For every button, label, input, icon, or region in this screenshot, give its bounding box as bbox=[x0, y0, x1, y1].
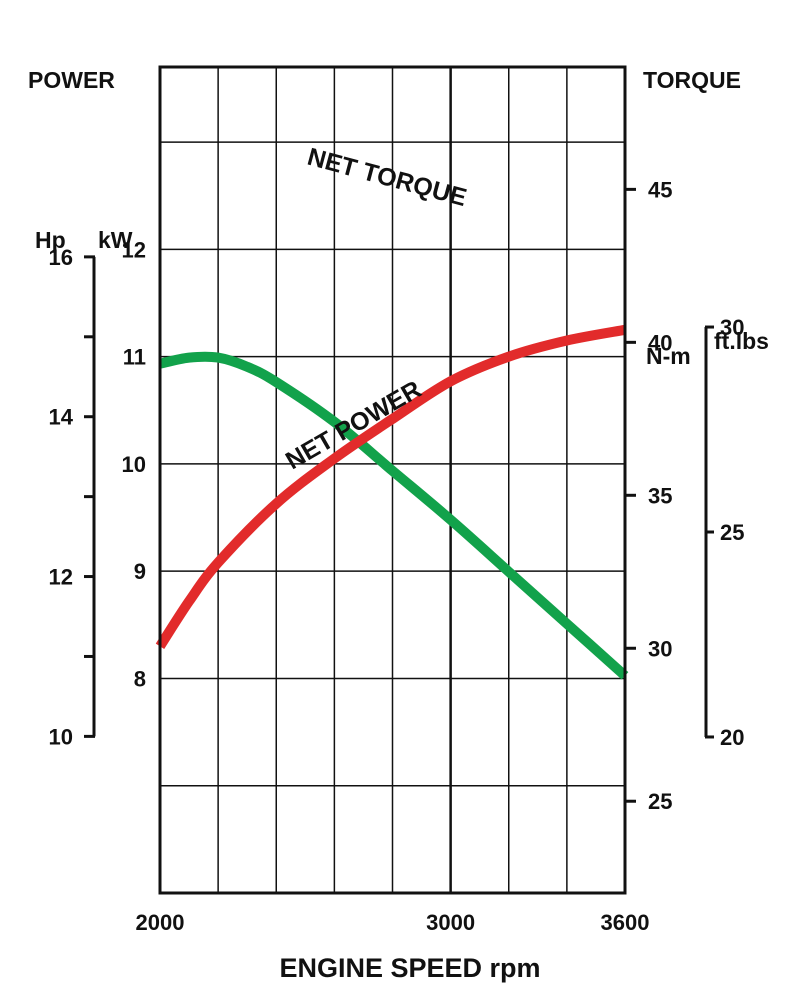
nm-unit-label: N-m bbox=[646, 343, 691, 369]
axes: 12 11 10 9 8 16 14 12 10 45 40 35 30 25 30 25 20 2000 3000… bbox=[49, 177, 745, 935]
nm-tick-label: 35 bbox=[648, 483, 672, 508]
power-axis-title: POWER bbox=[28, 67, 115, 93]
x-tick-label: 3600 bbox=[601, 910, 650, 935]
nm-tick-label: 45 bbox=[648, 177, 672, 202]
torque-axis-title: TORQUE bbox=[643, 67, 741, 93]
kw-tick-label: 8 bbox=[134, 666, 146, 691]
x-tick-label: 2000 bbox=[136, 910, 185, 935]
ftlbs-unit-label: ft.lbs bbox=[714, 328, 769, 354]
ftlbs-tick-label: 30 bbox=[720, 315, 744, 340]
net-power-label: NET POWER bbox=[281, 375, 426, 475]
nm-tick-label: 40 bbox=[648, 330, 672, 355]
kw-unit-label: kW bbox=[98, 227, 133, 253]
kw-tick-label: 11 bbox=[123, 345, 146, 370]
hp-unit-label: Hp bbox=[35, 227, 66, 253]
net-power-line bbox=[155, 324, 626, 649]
hp-tick-label: 12 bbox=[49, 565, 73, 590]
net-torque-label: NET TORQUE bbox=[304, 143, 469, 212]
hp-tick-label: 10 bbox=[49, 724, 73, 749]
ftlbs-tick-label: 20 bbox=[720, 725, 744, 750]
kw-tick-label: 10 bbox=[122, 452, 146, 477]
nm-tick-label: 25 bbox=[648, 789, 672, 814]
kw-tick-label: 12 bbox=[122, 237, 146, 262]
ftlbs-tick-label: 25 bbox=[720, 520, 744, 545]
hp-tick-label: 14 bbox=[49, 405, 74, 430]
nm-tick-label: 30 bbox=[648, 636, 672, 661]
kw-tick-label: 9 bbox=[134, 559, 146, 584]
grid bbox=[160, 67, 625, 893]
plot-frame bbox=[158, 65, 627, 895]
hp-tick-label: 16 bbox=[49, 245, 73, 270]
x-axis-title: ENGINE SPEED rpm bbox=[279, 953, 540, 983]
x-tick-label: 3000 bbox=[426, 910, 475, 935]
net-torque-line bbox=[158, 351, 629, 680]
series-lines bbox=[155, 324, 629, 680]
